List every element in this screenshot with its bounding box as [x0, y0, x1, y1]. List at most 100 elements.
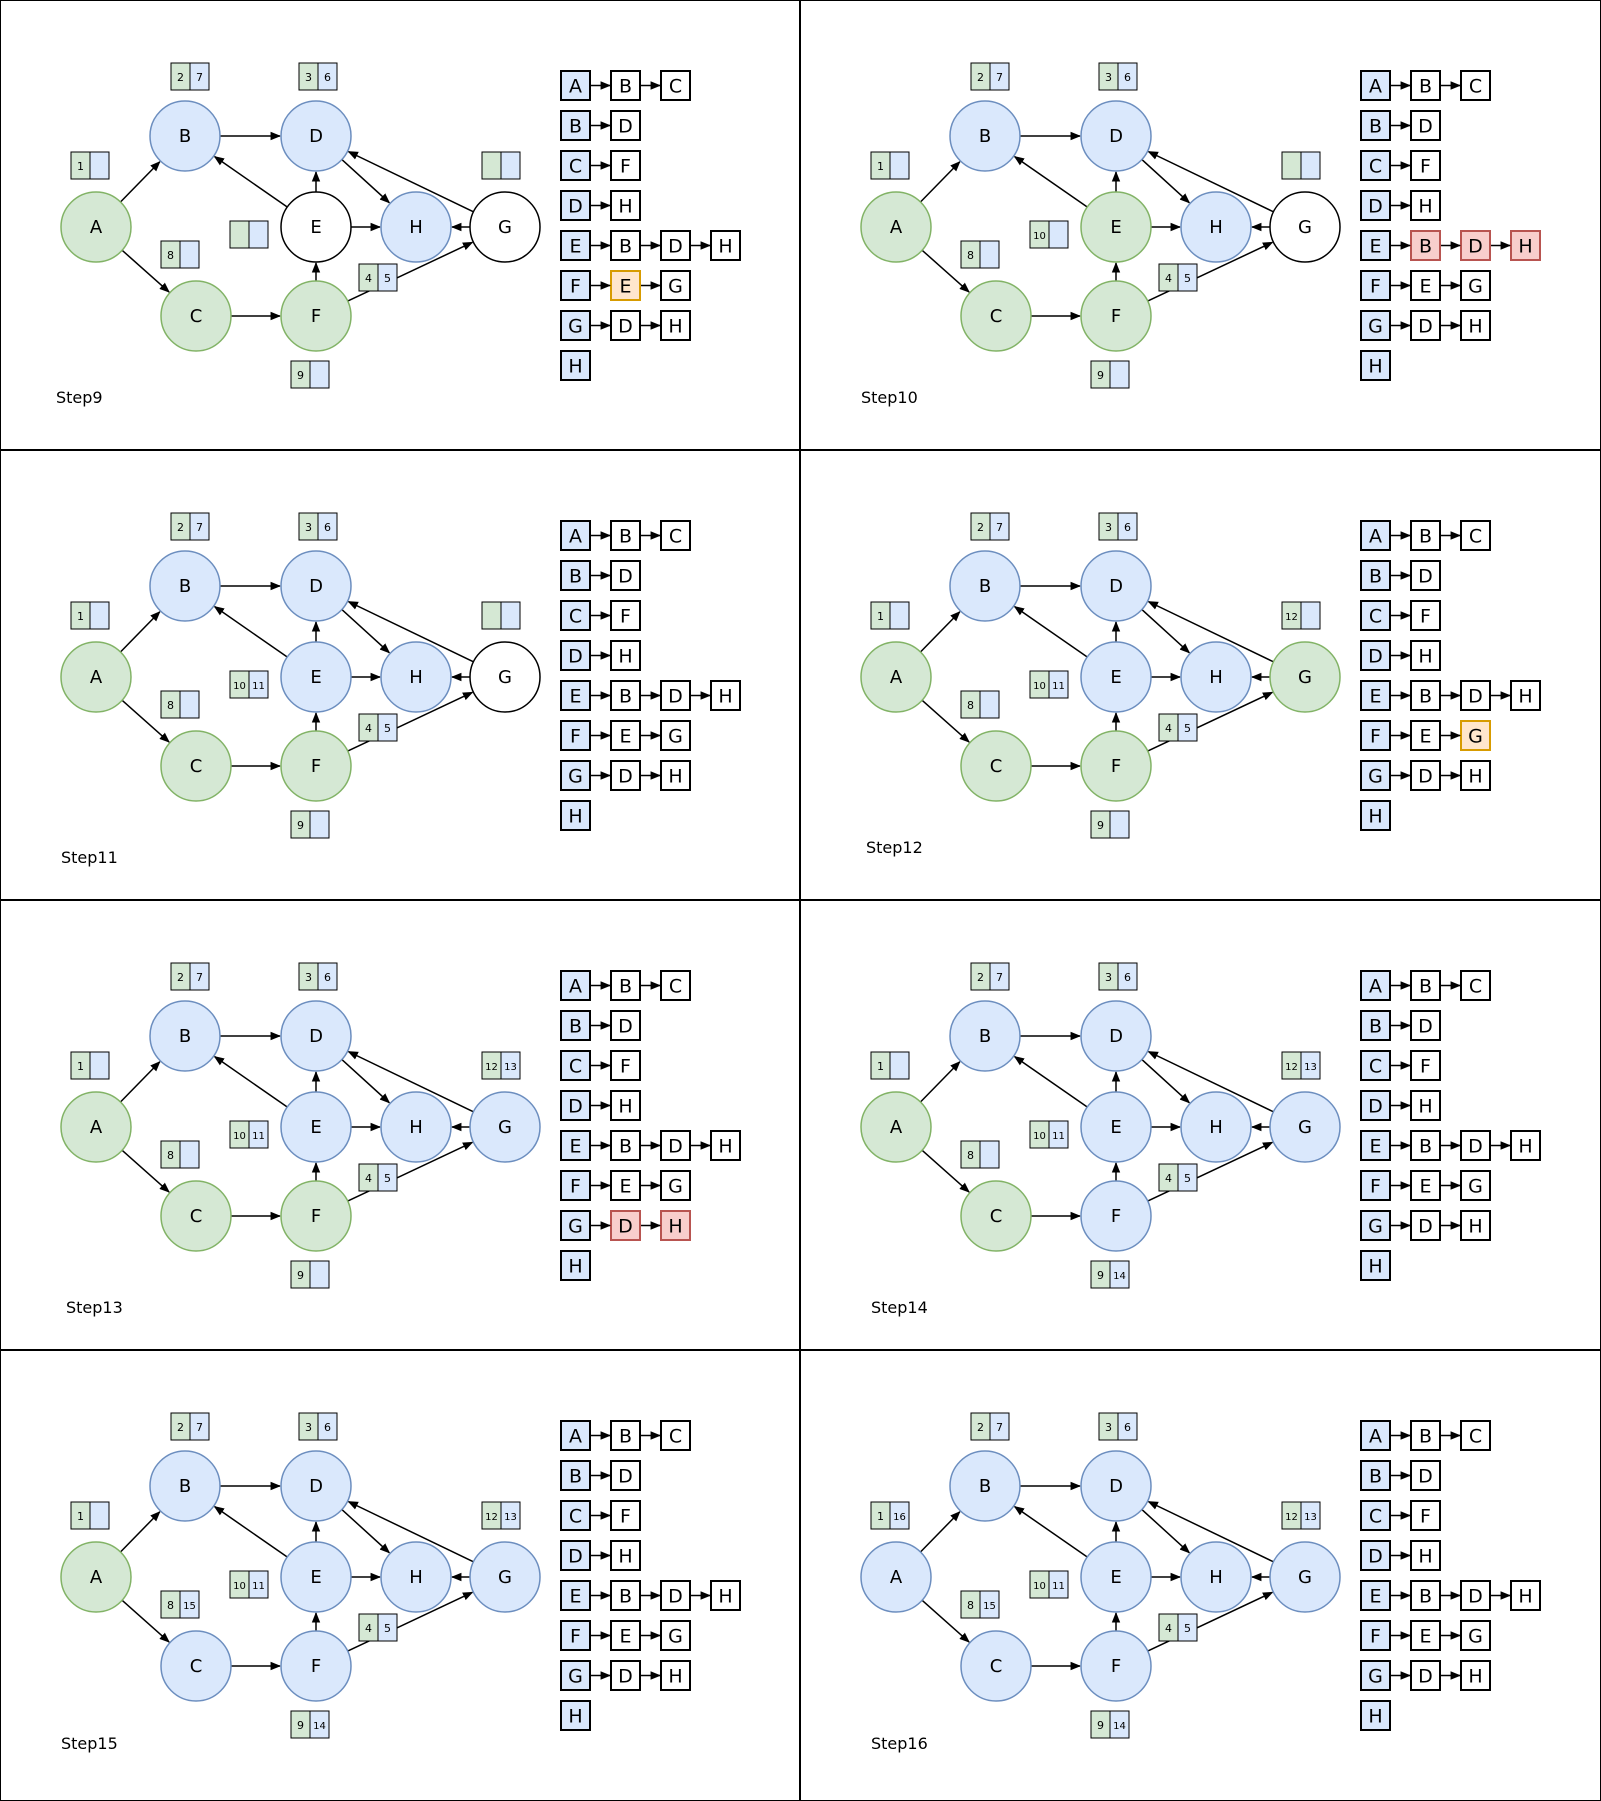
- adjacency-cell-label: G: [568, 316, 583, 338]
- node-label: A: [90, 1117, 103, 1138]
- node-label: F: [1111, 756, 1121, 777]
- adjacency-cell-label: D: [618, 1466, 633, 1488]
- adjacency-cell-label: G: [1468, 276, 1483, 298]
- node-label: G: [498, 1117, 512, 1138]
- adjacency-cell-label: D: [618, 116, 633, 138]
- node-a: A: [60, 1541, 132, 1613]
- adjacency-head-cell: [1360, 110, 1391, 141]
- adjacency-cell-label: E: [619, 276, 631, 298]
- adjacency-neighbor-cell: [1460, 1210, 1491, 1241]
- adjacency-row-h: H: [1360, 800, 1391, 831]
- discovery-time: 8: [967, 699, 974, 712]
- node-f: F: [280, 1180, 352, 1252]
- adjacency-head-cell: [560, 760, 591, 791]
- finish-time: 7: [996, 1421, 1003, 1434]
- adjacency-neighbor-cell: [660, 1620, 691, 1651]
- node-label: D: [1109, 1476, 1123, 1497]
- time-box-c: 8: [960, 690, 1000, 719]
- adjacency-neighbor-cell: [710, 1130, 741, 1161]
- discovery-time: 8: [967, 1149, 974, 1162]
- adjacency-cell-label: C: [569, 606, 582, 628]
- adjacency-row-h: H: [560, 350, 591, 381]
- node-label: H: [409, 1117, 423, 1138]
- adjacency-cell-label: B: [1419, 1426, 1432, 1448]
- time-box-g: 12 13: [1281, 1501, 1321, 1530]
- time-box-a: 1: [870, 601, 910, 630]
- adjacency-neighbor-cell: [660, 970, 691, 1001]
- edge-a-b: [119, 1060, 161, 1103]
- adjacency-cell-label: D: [1418, 1216, 1433, 1238]
- adjacency-neighbor-cell: [1410, 520, 1441, 551]
- node-label: A: [890, 217, 903, 238]
- node-label: H: [409, 667, 423, 688]
- discovery-time: 4: [1165, 1622, 1172, 1635]
- adjacency-cell-label: B: [1419, 686, 1432, 708]
- adjacency-head-cell: [1360, 520, 1391, 551]
- node-label: H: [1209, 667, 1223, 688]
- discovery-time: 3: [1105, 71, 1112, 84]
- adjacency-cell-label: H: [618, 1096, 632, 1118]
- adjacency-head-cell: [560, 190, 591, 221]
- adjacency-head-cell: [560, 680, 591, 711]
- adjacency-neighbor-cell: [610, 1420, 641, 1451]
- time-box-g: 12 13: [481, 1501, 521, 1530]
- adjacency-head-cell: [1360, 230, 1391, 261]
- adjacency-row-h: H: [1360, 1700, 1391, 1731]
- time-box-a: 1: [70, 1051, 110, 1080]
- adjacency-head-cell: [560, 1130, 591, 1161]
- finish-time: 7: [996, 971, 1003, 984]
- adjacency-neighbor-cell: [1460, 1170, 1491, 1201]
- finish-time: 7: [196, 971, 203, 984]
- discovery-time: 4: [365, 272, 372, 285]
- adjacency-neighbor-cell: [1410, 680, 1441, 711]
- adjacency-cell-label: F: [570, 1626, 581, 1648]
- finish-time: 11: [1052, 1131, 1065, 1142]
- adjacency-neighbor-cell: [610, 760, 641, 791]
- node-b: B: [149, 1000, 221, 1072]
- finish-time: 5: [384, 722, 391, 735]
- node-c: C: [960, 1180, 1032, 1252]
- adjacency-head-cell: [560, 970, 591, 1001]
- adjacency-head-cell: [560, 230, 591, 261]
- time-box-e: 10 11: [229, 1570, 269, 1599]
- adjacency-neighbor-cell: [1460, 970, 1491, 1001]
- adjacency-neighbor-cell: [610, 720, 641, 751]
- adjacency-neighbor-cell: [1460, 1130, 1491, 1161]
- time-box-a: 1 16: [870, 1501, 910, 1530]
- node-label: B: [979, 1026, 991, 1047]
- node-label: B: [979, 126, 991, 147]
- discovery-time: 1: [77, 610, 84, 623]
- adjacency-cell-label: H: [1518, 1586, 1532, 1608]
- node-g: G: [469, 191, 541, 263]
- adjacency-cell-label: H: [1468, 766, 1482, 788]
- node-label: D: [309, 576, 323, 597]
- discovery-time: 10: [233, 1131, 246, 1142]
- adjacency-neighbor-cell: [660, 680, 691, 711]
- time-box-f: 9 14: [1090, 1260, 1130, 1289]
- adjacency-cell-label: D: [618, 566, 633, 588]
- adjacency-neighbor-cell: [610, 70, 641, 101]
- adjacency-cell-label: G: [568, 766, 583, 788]
- node-label: F: [1111, 1656, 1121, 1677]
- edge-a-c: [121, 249, 170, 293]
- discovery-time: 3: [1105, 1421, 1112, 1434]
- discovery-time: 8: [167, 249, 174, 262]
- adjacency-neighbor-cell: [1410, 560, 1441, 591]
